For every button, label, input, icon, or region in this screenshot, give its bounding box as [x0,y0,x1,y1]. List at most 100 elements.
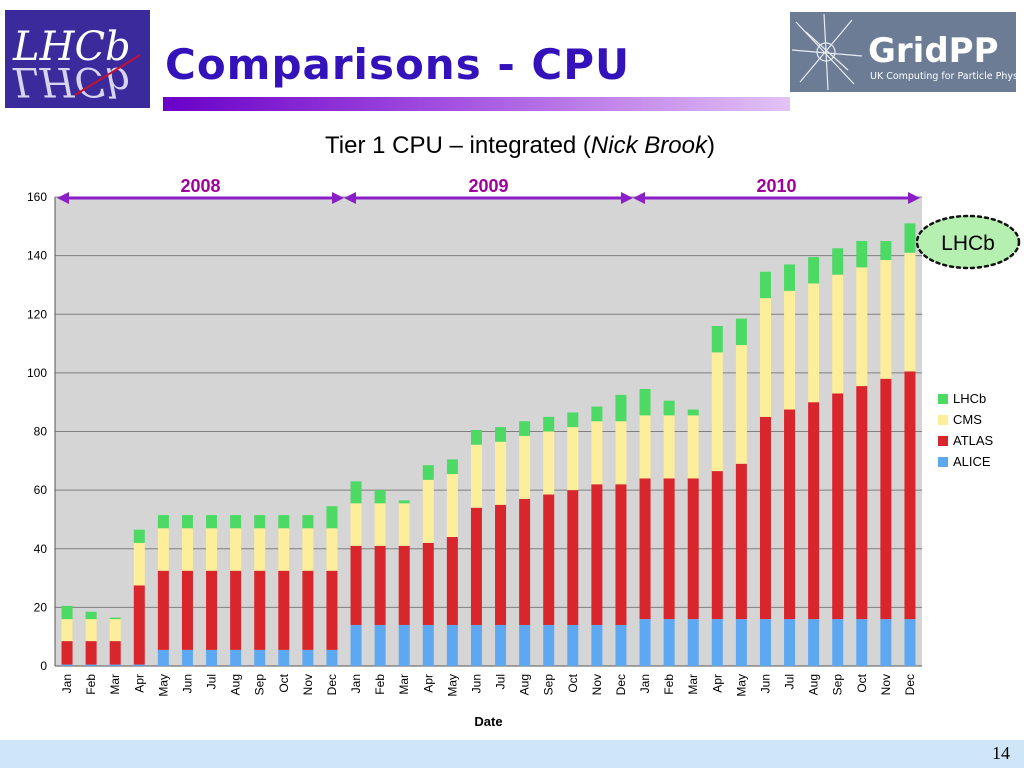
x-tick-label: Feb [84,674,98,695]
gridpp-network-icon [791,13,863,91]
legend-swatch-atlas [938,436,948,446]
bar-segment-alice [302,649,314,666]
bar-segment-cms [181,528,193,571]
legend-label-lhcb: LHCb [953,391,986,406]
bar-segment-cms [326,528,338,571]
bar-segment-lhcb [230,515,242,529]
bar-segment-alice [446,624,458,666]
bar-segment-cms [567,427,579,491]
chart-title-author: Nick Brook [590,132,707,159]
y-tick-label: 100 [27,366,47,380]
x-tick-label: Nov [301,674,315,695]
lhcb-logo: LHCb LHCb [5,10,150,108]
y-tick-label: 80 [34,425,48,439]
bar-segment-atlas [808,402,820,620]
bar-segment-cms [784,290,796,410]
bar-segment-alice [230,649,242,666]
bar-segment-alice [326,649,338,666]
legend-label-cms: CMS [953,412,982,427]
lhcb-callout-bubble [915,214,1021,270]
bar-segment-cms [422,479,434,543]
bar-segment-alice [615,624,627,666]
bar-segment-lhcb [398,500,410,504]
year-bracket-arrow-right [621,192,633,204]
bar-segment-atlas [109,641,121,665]
bar-segment-cms [206,528,218,571]
bar-segment-lhcb [591,406,603,422]
bar-segment-lhcb [422,465,434,480]
legend-swatch-lhcb [938,394,948,404]
page-number: 14 [992,743,1010,763]
lhcb-logo-slash [74,54,141,96]
bar-segment-lhcb [302,515,314,529]
bar-segment-lhcb [278,515,290,529]
x-tick-label: Nov [590,674,604,695]
bar-segment-alice [278,649,290,666]
bar-segment-lhcb [133,529,145,543]
bar-segment-atlas [904,371,916,620]
bar-segment-alice [567,624,579,666]
bar-segment-lhcb [543,416,555,432]
bar-segment-cms [904,252,916,372]
bar-segment-cms [374,503,386,546]
bar-segment-lhcb [109,617,121,620]
x-tick-label: Dec [903,674,917,695]
bar-segment-cms [495,441,507,505]
bar-segment-lhcb [832,248,844,275]
bar-segment-atlas [711,471,723,620]
bar-segment-cms [543,431,555,495]
x-tick-label: Jan [638,674,652,693]
legend-label-alice: ALICE [953,454,991,469]
x-tick-label: Oct [277,673,291,692]
bar-segment-alice [495,624,507,666]
bar-segment-atlas [495,504,507,625]
legend-swatch-alice [938,457,948,467]
x-tick-label: Aug [807,674,821,695]
bar-segment-cms [832,274,844,394]
bar-segment-atlas [591,484,603,625]
bar-segment-atlas [759,416,771,620]
chart-title: Tier 1 CPU – integrated (Nick Brook) [0,132,1024,160]
bar-segment-atlas [133,585,145,665]
legend-label-atlas: ATLAS [953,433,994,448]
x-tick-label: Sep [542,674,556,696]
x-tick-label: Feb [662,674,676,695]
bar-segment-lhcb [61,605,73,620]
bar-segment-lhcb [904,223,916,253]
bar-segment-lhcb [615,394,627,422]
bar-segment-alice [832,619,844,666]
bar-segment-alice [181,649,193,666]
bar-segment-lhcb [519,421,531,436]
bar-segment-alice [687,619,699,666]
bar-segment-lhcb [663,400,675,416]
bar-segment-lhcb [470,430,482,445]
bar-segment-atlas [567,490,579,625]
x-tick-label: Jul [494,674,508,689]
x-tick-label: Sep [253,674,267,696]
chart-title-close: ) [706,132,715,159]
x-tick-label: Dec [325,674,339,695]
bar-segment-atlas [230,570,242,650]
bar-segment-cms [278,528,290,571]
bar-segment-cms [61,619,73,642]
bar-segment-alice [254,649,266,666]
bar-segment-atlas [784,409,796,620]
bar-segment-lhcb [735,318,747,346]
bar-segment-lhcb [254,515,266,529]
bar-segment-cms [519,435,531,499]
lhcb-callout-label: LHCb [941,232,995,255]
bar-segment-lhcb [639,388,651,416]
x-axis-title: Date [474,714,502,729]
lhcb-logo-bg [5,10,150,108]
x-tick-label: Aug [229,674,243,695]
bar-segment-alice [350,624,362,666]
bar-segment-alice [206,649,218,666]
bar-segment-alice [735,619,747,666]
y-tick-label: 0 [40,659,47,673]
x-tick-label: Feb [373,674,387,695]
bar-segment-atlas [254,570,266,650]
bar-segment-atlas [687,478,699,620]
bar-segment-cms [615,421,627,485]
bar-segment-cms [398,503,410,546]
legend-swatch-cms [938,415,948,425]
